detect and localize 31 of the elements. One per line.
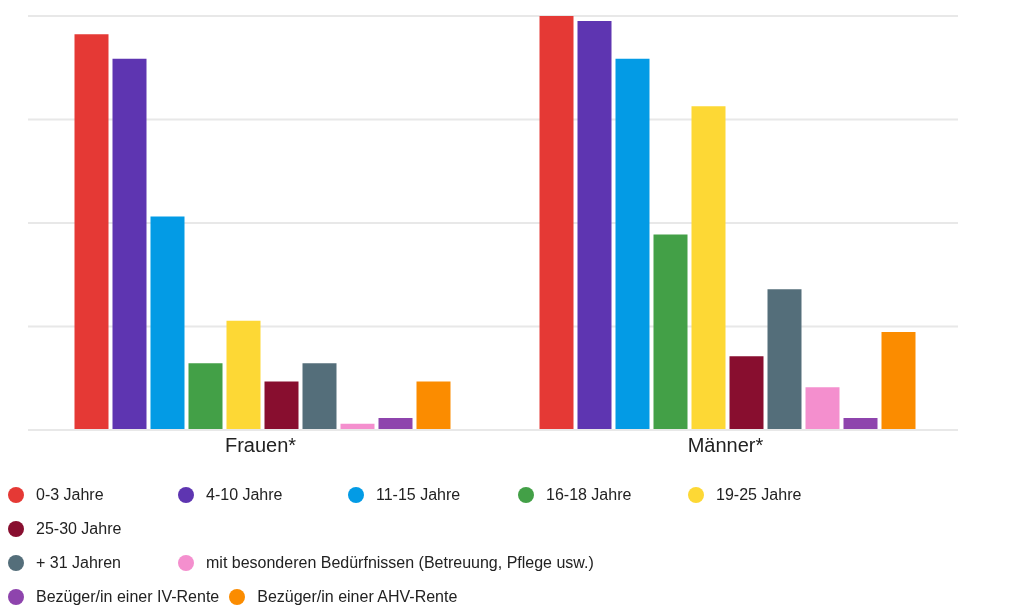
bar [226, 320, 261, 430]
legend-label: 19-25 Jahre [716, 486, 802, 504]
bar [112, 58, 147, 430]
legend-label: 0-3 Jahre [36, 486, 104, 504]
bar [653, 234, 688, 430]
bar [881, 331, 916, 430]
legend-label: 11-15 Jahre [376, 486, 461, 504]
bar [150, 216, 185, 430]
bar [805, 387, 840, 430]
legend-label: Bezüger/in einer AHV-Rente [257, 588, 458, 606]
bar [539, 16, 574, 430]
bar [767, 289, 802, 430]
bar [691, 106, 726, 430]
bar [74, 34, 109, 430]
legend-label: 25-30 Jahre [36, 520, 122, 538]
legend-label: + 31 Jahren [36, 554, 121, 572]
legend-label: Bezüger/in einer IV-Rente [36, 588, 220, 606]
legend-label: 4-10 Jahre [206, 486, 283, 504]
bar [378, 417, 413, 430]
bar [188, 363, 223, 430]
legend-label: mit besonderen Bedürfnissen (Betreuung, Pflege usw.) [206, 554, 594, 572]
x-tick-label: Frauen* [224, 434, 297, 457]
bar [615, 58, 650, 430]
bar [416, 381, 451, 430]
bar [729, 356, 764, 430]
bar [264, 381, 299, 430]
bar [843, 417, 878, 430]
legend-label: 16-18 Jahre [546, 486, 632, 504]
x-tick-label: Männer* [687, 434, 764, 457]
bar [302, 363, 337, 430]
bar [577, 20, 612, 430]
